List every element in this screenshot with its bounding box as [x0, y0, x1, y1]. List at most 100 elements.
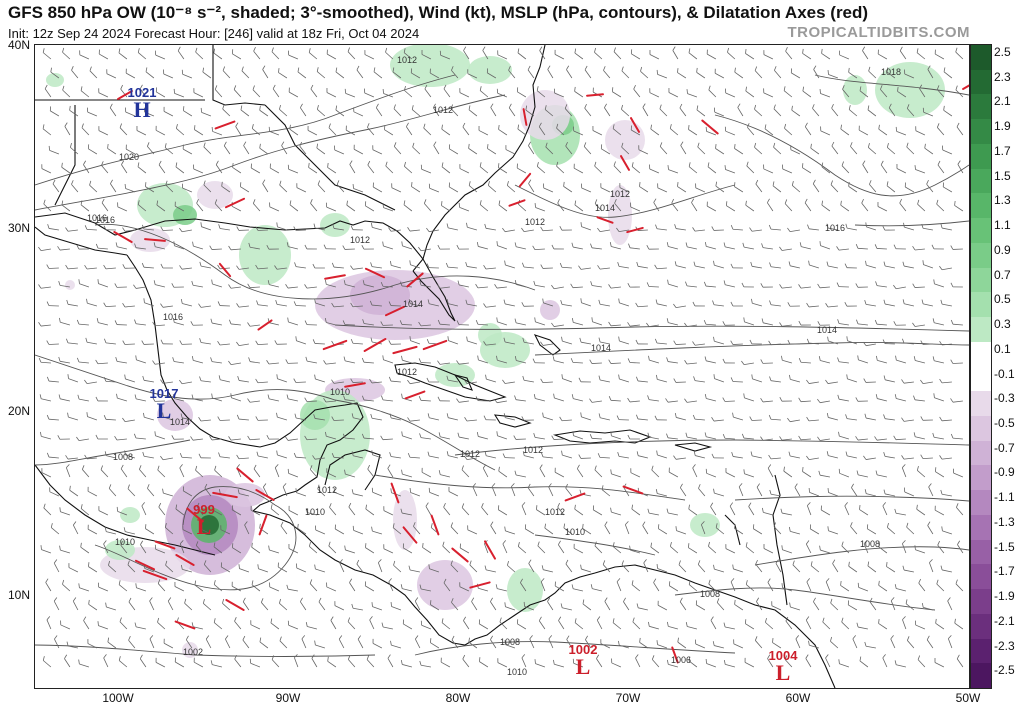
wind-barb-shaft — [497, 92, 508, 98]
wind-barb-shaft — [668, 625, 679, 630]
wind-barb-flag — [521, 227, 525, 232]
wind-barb — [479, 200, 489, 212]
wind-barb-flag — [382, 355, 384, 360]
wind-barb-shaft — [459, 284, 469, 288]
wind-barb-flag — [427, 413, 430, 418]
wind-barb-shaft — [214, 469, 223, 478]
wind-barb-shaft — [333, 456, 344, 459]
wind-barb-flag — [114, 320, 118, 325]
wind-barb — [451, 598, 459, 611]
wind-barb — [54, 635, 60, 649]
wind-barb-shaft — [72, 600, 79, 611]
wind-barb-flag — [271, 47, 274, 52]
wind-barb — [821, 162, 831, 174]
wind-barb-flag — [370, 337, 373, 343]
wind-barb-shaft — [547, 601, 554, 611]
wind-barb-shaft — [602, 564, 611, 573]
wind-barb — [47, 224, 59, 231]
wind-barb — [617, 262, 629, 269]
wind-barb-shaft — [48, 228, 59, 231]
wind-barb — [904, 69, 915, 79]
wind-barb-flag — [743, 393, 745, 398]
wind-barb-shaft — [497, 245, 508, 250]
wind-barb — [844, 263, 857, 269]
wind-barb-flag — [236, 454, 240, 459]
wind-barb-shaft — [737, 107, 744, 117]
wind-barb — [210, 357, 222, 364]
wind-barb-shaft — [922, 381, 933, 385]
wind-barb — [228, 245, 241, 251]
wind-barb-shaft — [101, 165, 109, 174]
wind-barb-shaft — [936, 583, 945, 592]
wind-barb — [84, 225, 97, 231]
wind-barb-flag — [883, 452, 886, 457]
isobar-line — [814, 74, 969, 96]
wind-barb-flag — [538, 122, 542, 127]
wind-barb-shaft — [52, 183, 60, 193]
wind-barb — [461, 465, 470, 478]
wind-barb-shaft — [544, 109, 554, 117]
wind-barb-shaft — [562, 607, 572, 611]
wind-barb-shaft — [941, 493, 952, 497]
wind-barb-shaft — [222, 70, 231, 79]
dilatation-axis — [113, 231, 133, 243]
wind-barb-shaft — [140, 544, 147, 554]
wind-barb — [464, 455, 477, 461]
wind-barb-flag — [666, 508, 669, 514]
wind-barb-flag — [813, 65, 817, 70]
ow-shade-blob — [199, 515, 219, 535]
wind-barb-shaft — [181, 456, 192, 459]
wind-barb-shaft — [554, 663, 565, 668]
wind-barb — [657, 600, 668, 611]
wind-barb — [418, 321, 431, 327]
wind-barb — [147, 142, 155, 155]
wind-barb-flag — [858, 125, 860, 131]
wind-barb — [727, 47, 736, 60]
wind-barb-shaft — [230, 362, 241, 365]
wind-barb — [293, 226, 306, 231]
wind-barb-shaft — [937, 164, 945, 174]
wind-barb-shaft — [763, 54, 774, 60]
wind-barb-shaft — [677, 186, 687, 193]
wind-barb-shaft — [907, 108, 915, 117]
wind-barb-flag — [688, 543, 690, 548]
wind-barb — [640, 66, 649, 79]
wind-barb-shaft — [410, 340, 421, 345]
wind-barb-flag — [267, 280, 270, 285]
wind-barb-flag — [627, 282, 631, 288]
wind-barb-flag — [58, 356, 61, 362]
wind-barb-shaft — [43, 203, 52, 212]
wind-barb — [714, 107, 725, 117]
wind-barb — [527, 65, 535, 79]
wind-barb-flag — [723, 659, 726, 665]
wind-barb — [382, 203, 394, 212]
wind-barb — [920, 379, 933, 385]
wind-barb-flag — [232, 162, 234, 168]
wind-barb-flag — [141, 502, 145, 507]
wind-barb-flag — [504, 260, 506, 266]
wind-barb — [332, 224, 344, 231]
wind-barb-shaft — [924, 147, 934, 155]
wind-barb-shaft — [919, 88, 926, 98]
wind-barb-flag — [136, 126, 138, 131]
wind-barb-flag — [713, 488, 715, 494]
wind-barb-flag — [627, 434, 631, 440]
wind-barb-shaft — [410, 303, 420, 307]
wind-barb-flag — [269, 163, 271, 169]
wind-barb — [618, 298, 630, 307]
wind-barb-flag — [364, 50, 366, 55]
wind-barb — [765, 617, 774, 630]
wind-barb-flag — [592, 505, 595, 510]
wind-barb — [272, 84, 280, 98]
wind-barb-shaft — [367, 127, 375, 136]
wind-barb-shaft — [791, 72, 801, 79]
wind-barb — [912, 245, 925, 251]
wind-barb-flag — [468, 105, 471, 110]
wind-barb-shaft — [143, 228, 154, 231]
wind-barb-shaft — [574, 91, 584, 98]
wind-barb — [80, 542, 90, 554]
wind-barb-flag — [316, 104, 319, 110]
wind-barb-flag — [723, 622, 726, 628]
wind-barb — [635, 654, 641, 668]
wind-barb-flag — [589, 398, 593, 403]
